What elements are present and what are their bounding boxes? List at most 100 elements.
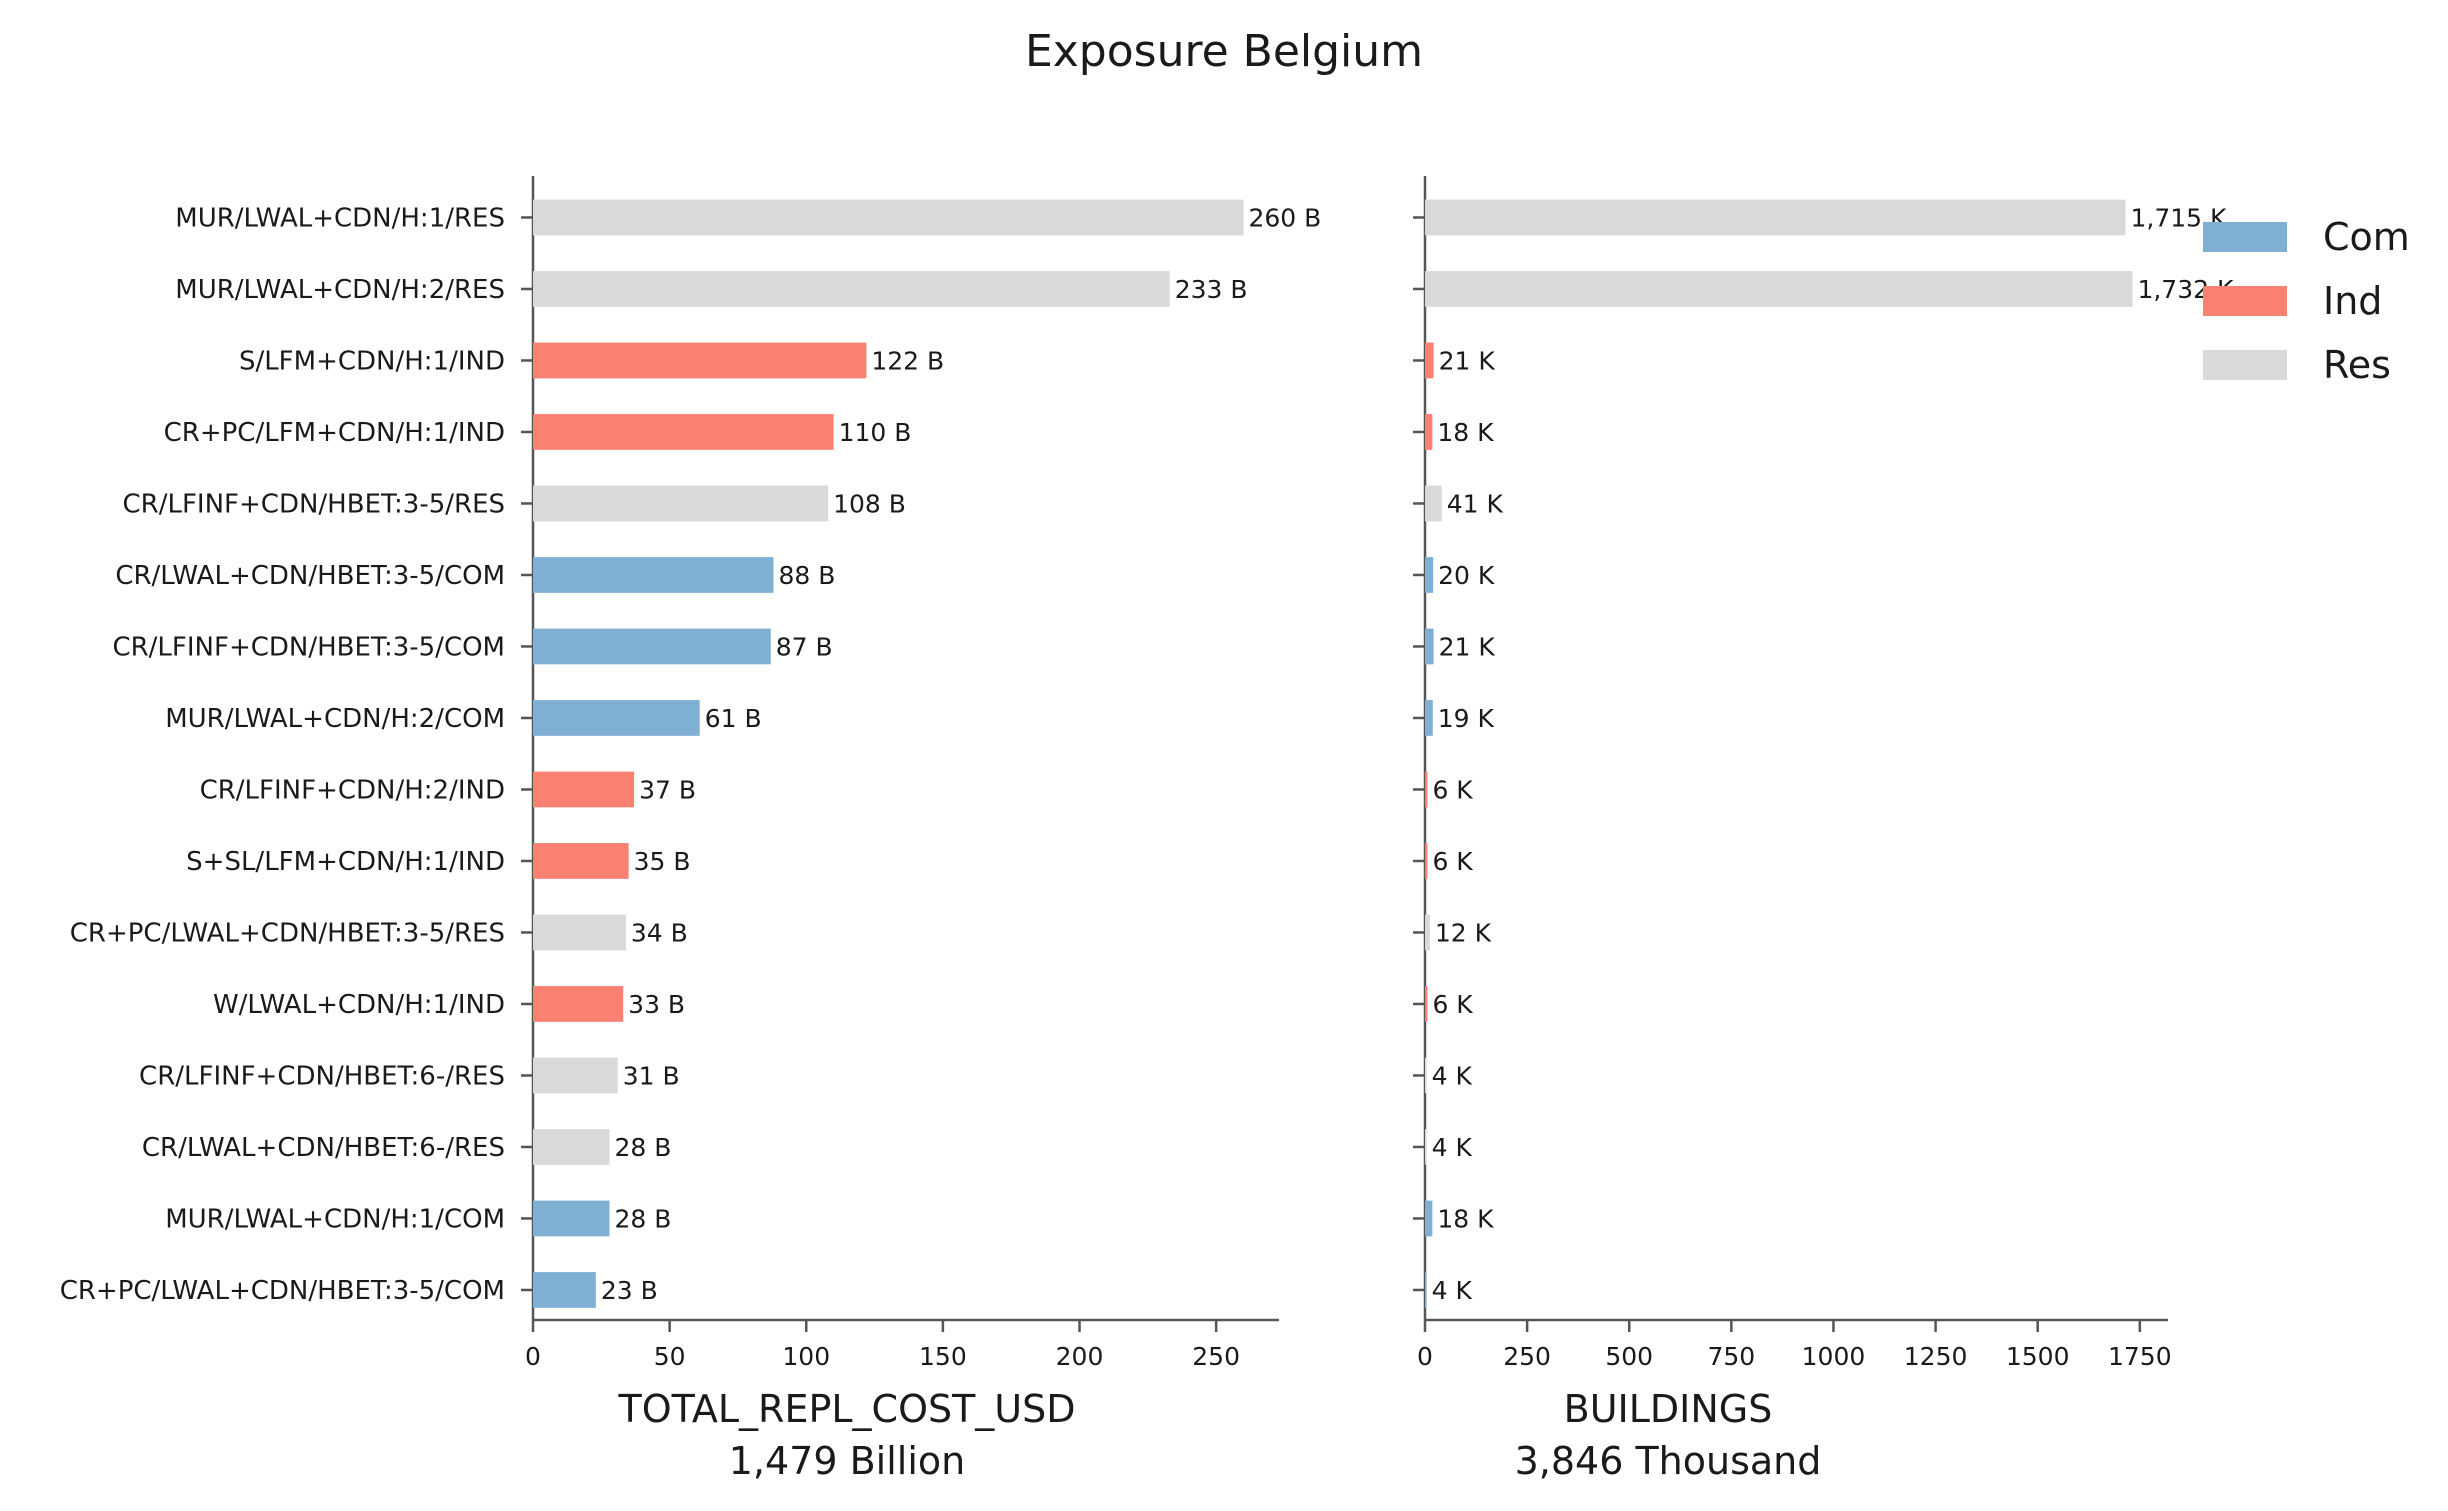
- bar-ind: [533, 342, 867, 379]
- category-label: CR/LFINF+CDN/HBET:3-5/COM: [112, 632, 505, 662]
- bar-value-label: 110 B: [839, 418, 912, 447]
- bar-com: [533, 628, 771, 665]
- bar-ind: [1425, 414, 1433, 450]
- x-tick-label: 0: [1417, 1342, 1433, 1371]
- bar-com: [1425, 557, 1434, 593]
- x-tick-label: 1750: [2108, 1342, 2172, 1371]
- category-label: CR/LFINF+CDN/HBET:3-5/RES: [123, 489, 505, 519]
- legend-swatch-res: [2203, 350, 2287, 380]
- x-tick-label: 150: [919, 1342, 967, 1371]
- bar-value-label: 34 B: [631, 918, 688, 947]
- bar-com: [1425, 1200, 1433, 1237]
- category-label: MUR/LWAL+CDN/H:1/COM: [165, 1204, 505, 1234]
- category-label: MUR/LWAL+CDN/H:1/RES: [175, 203, 505, 233]
- bar-res: [533, 914, 626, 951]
- bar-value-label: 233 B: [1175, 275, 1248, 304]
- legend-label-res: Res: [2323, 343, 2391, 387]
- bar-value-label: 87 B: [776, 632, 833, 661]
- legend-swatch-ind: [2203, 286, 2287, 316]
- x-tick-label: 750: [1707, 1342, 1755, 1371]
- category-label: CR+PC/LWAL+CDN/HBET:3-5/COM: [60, 1276, 505, 1306]
- x-tick-label: 200: [1056, 1342, 1104, 1371]
- bar-value-label: 88 B: [778, 561, 835, 590]
- x-tick-label: 1500: [2006, 1342, 2070, 1371]
- bar-res: [533, 199, 1244, 236]
- bar-res: [533, 1129, 610, 1165]
- x-axis-label-repl-cost: TOTAL_REPL_COST_USD: [617, 1387, 1075, 1431]
- bar-com: [533, 557, 774, 593]
- x-tick-label: 1250: [1904, 1342, 1968, 1371]
- x-tick-label: 250: [1503, 1342, 1551, 1371]
- bar-ind: [1425, 986, 1428, 1022]
- x-axis-subtitle-repl-cost: 1,479 Billion: [729, 1439, 966, 1483]
- legend-swatch-com: [2203, 222, 2287, 252]
- bar-res: [1425, 199, 2126, 236]
- category-label: CR/LWAL+CDN/HBET:6-/RES: [142, 1133, 505, 1163]
- bar-value-label: 23 B: [601, 1276, 658, 1305]
- bar-value-label: 12 K: [1435, 918, 1492, 947]
- bar-res: [533, 271, 1170, 307]
- bar-com: [1425, 628, 1434, 665]
- bar-value-label: 37 B: [639, 775, 696, 804]
- category-label: S+SL/LFM+CDN/H:1/IND: [186, 847, 505, 877]
- chart-title: Exposure Belgium: [1025, 26, 1423, 77]
- bar-ind: [533, 771, 635, 808]
- bar-ind: [533, 414, 834, 450]
- bar-res: [1425, 1057, 1427, 1094]
- bar-res: [533, 485, 829, 522]
- bar-value-label: 61 B: [705, 704, 762, 733]
- bar-ind: [533, 843, 629, 879]
- bar-value-label: 31 B: [623, 1061, 680, 1090]
- bar-com: [533, 1272, 596, 1308]
- category-label: CR/LFINF+CDN/HBET:6-/RES: [139, 1061, 505, 1091]
- bar-com: [533, 700, 700, 736]
- bar-res: [1425, 485, 1442, 522]
- panel-repl-cost: 0 50 100 150 200 250 260 B MUR/LWAL+CDN/H:1/RES…: [60, 176, 1321, 1371]
- bar-value-label: 28 B: [615, 1204, 672, 1233]
- bar-value-label: 6 K: [1432, 775, 1473, 804]
- legend: Com Ind Res: [2203, 215, 2410, 387]
- legend-label-ind: Ind: [2323, 279, 2382, 323]
- bar-value-label: 4 K: [1432, 1133, 1473, 1162]
- bar-value-label: 20 K: [1438, 561, 1495, 590]
- bar-value-label: 122 B: [871, 346, 944, 375]
- x-tick-label: 250: [1192, 1342, 1240, 1371]
- category-label: MUR/LWAL+CDN/H:2/RES: [175, 275, 505, 305]
- x-tick-label: 100: [782, 1342, 830, 1371]
- bar-com: [1425, 1272, 1427, 1308]
- bar-value-label: 4 K: [1432, 1276, 1473, 1305]
- bar-ind: [533, 986, 624, 1022]
- bar-value-label: 21 K: [1439, 346, 1496, 375]
- bar-value-label: 28 B: [615, 1133, 672, 1162]
- bar-value-label: 108 B: [833, 489, 906, 518]
- bar-com: [533, 1200, 610, 1237]
- bar-ind: [1425, 771, 1428, 808]
- bar-value-label: 33 B: [628, 990, 685, 1019]
- bar-res: [1425, 1129, 1427, 1165]
- category-label: MUR/LWAL+CDN/H:2/COM: [165, 704, 505, 734]
- category-label: W/LWAL+CDN/H:1/IND: [213, 990, 505, 1020]
- x-axis-subtitle-buildings: 3,846 Thousand: [1515, 1439, 1822, 1483]
- bar-value-label: 19 K: [1438, 704, 1495, 733]
- bar-value-label: 18 K: [1437, 418, 1494, 447]
- category-label: S/LFM+CDN/H:1/IND: [239, 346, 505, 376]
- category-label: CR+PC/LFM+CDN/H:1/IND: [164, 418, 505, 448]
- bar-value-label: 21 K: [1439, 632, 1496, 661]
- x-tick-label: 50: [654, 1342, 686, 1371]
- bar-value-label: 4 K: [1432, 1061, 1473, 1090]
- bar-com: [1425, 700, 1433, 736]
- x-tick-label: 1000: [1802, 1342, 1866, 1371]
- bar-value-label: 6 K: [1432, 847, 1473, 876]
- bar-value-label: 260 B: [1248, 203, 1321, 232]
- x-axis-label-buildings: BUILDINGS: [1564, 1387, 1773, 1431]
- bar-ind: [1425, 843, 1428, 879]
- category-label: CR/LWAL+CDN/HBET:3-5/COM: [115, 561, 505, 591]
- bar-res: [1425, 914, 1430, 951]
- bar-ind: [1425, 342, 1434, 379]
- bar-value-label: 35 B: [634, 847, 691, 876]
- bar-value-label: 41 K: [1447, 489, 1504, 518]
- x-tick-label: 0: [525, 1342, 541, 1371]
- bar-value-label: 18 K: [1437, 1204, 1494, 1233]
